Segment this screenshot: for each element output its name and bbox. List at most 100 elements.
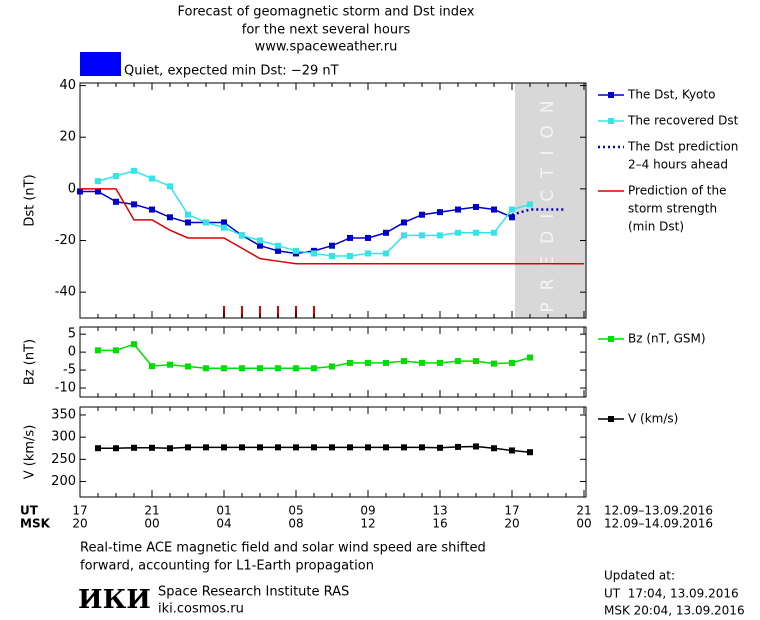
point [293,247,299,254]
point [113,347,119,354]
plot-frame [79,326,587,398]
y-tick-label: 0 [68,181,76,196]
x-tick-label: 13 [432,504,447,518]
point [95,188,101,195]
y-tick-label: 40 [59,78,76,93]
x-tick-label: 00 [144,517,159,531]
y-tick-label: 300 [51,430,76,445]
point [131,201,137,208]
point [257,237,263,244]
title: Forecast of geomagnetic storm and Dst in… [177,5,474,20]
series-line [80,188,584,265]
point [401,219,407,226]
point [491,360,497,367]
x-tick-label: 20 [72,517,87,531]
point [473,203,479,210]
point [167,183,173,190]
series-line [511,208,566,216]
point [257,444,263,451]
point [185,219,191,226]
point [203,444,209,451]
point [239,232,245,239]
point [437,359,443,366]
point [95,445,101,452]
point [509,206,515,213]
y-axis-label: V (km/s) [23,425,38,480]
point [113,445,119,452]
point [239,365,245,372]
point [275,247,281,254]
point [185,211,191,218]
ut-label: UT [20,504,39,518]
point [473,358,479,365]
point [509,214,515,221]
status-text: Quiet, expected min Dst: −29 nT [124,64,339,79]
point [383,359,389,366]
point [437,232,443,239]
point [113,172,119,179]
point [527,354,533,361]
point [221,224,227,231]
point [347,444,353,451]
point [239,444,245,451]
point [185,363,191,370]
point [311,444,317,451]
status-swatch [80,52,121,76]
legend-label: The Dst prediction [627,140,738,154]
x-tick-label: 01 [216,504,231,518]
point [347,359,353,366]
point [167,445,173,452]
x-tick-label: 17 [504,504,519,518]
point [455,443,461,450]
point [221,219,227,226]
point [383,229,389,236]
legend-label: (min Dst) [628,220,684,234]
point [221,444,227,451]
legend-label: Bz (nT, GSM) [628,332,706,346]
point [455,206,461,213]
y-tick-label: 250 [51,452,76,467]
x-tick-label: 21 [576,504,591,518]
point [419,359,425,366]
legend-swatch-marker [608,416,614,422]
point [203,219,209,226]
point [419,444,425,451]
point [257,242,263,249]
note: Real-time ACE magnetic field and solar w… [80,541,486,556]
point [473,229,479,236]
point [527,449,533,456]
point [437,444,443,451]
point [473,443,479,450]
point [491,445,497,452]
point [149,444,155,451]
point [113,198,119,205]
x-tick-label: 05 [288,504,303,518]
y-tick-label: 5 [68,327,76,342]
x-tick-label: 17 [72,504,87,518]
site: iki.cosmos.ru [158,602,244,617]
point [329,253,335,260]
point [365,444,371,451]
title: www.spaceweather.ru [255,40,398,55]
point [311,365,317,372]
title: for the next several hours [242,23,411,38]
point [329,363,335,370]
legend-label: The recovered Dst [627,114,739,128]
y-tick-label: 200 [51,474,76,489]
point [509,359,515,366]
point [131,167,137,174]
point [347,234,353,241]
point [365,234,371,241]
point [401,232,407,239]
point [437,209,443,216]
ut-range: 12.09–13.09.2016 [604,504,713,518]
point [293,365,299,372]
msk-range: 12.09–14.09.2016 [604,517,713,531]
note: forward, accounting for L1-Earth propaga… [80,559,374,574]
x-tick-label: 12 [360,517,375,531]
y-tick-label: 20 [59,130,76,145]
updated-label: Updated at: [604,569,675,583]
legend-swatch-marker [608,92,614,98]
